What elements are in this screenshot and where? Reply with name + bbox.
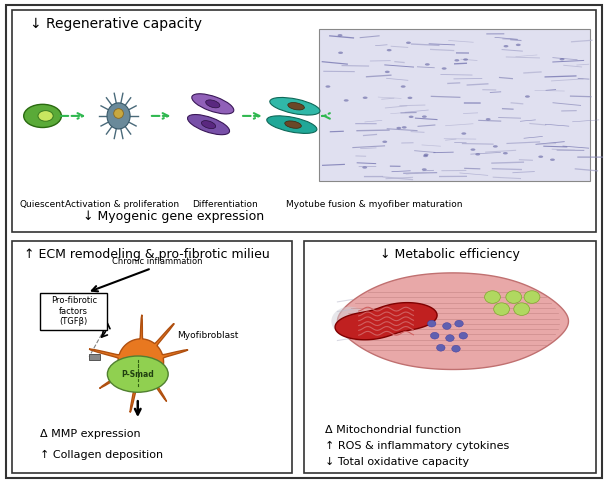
Text: Activation & proliferation: Activation & proliferation: [64, 200, 179, 210]
Circle shape: [437, 344, 445, 351]
Ellipse shape: [559, 58, 564, 60]
Ellipse shape: [475, 153, 480, 156]
Ellipse shape: [538, 156, 543, 158]
Circle shape: [443, 323, 451, 329]
Ellipse shape: [461, 132, 466, 135]
Circle shape: [485, 291, 500, 303]
Circle shape: [427, 320, 436, 327]
Ellipse shape: [285, 121, 302, 128]
Ellipse shape: [24, 104, 61, 128]
Circle shape: [455, 320, 463, 327]
Bar: [304, 242, 596, 473]
Text: ↓ Myogenic gene expression: ↓ Myogenic gene expression: [83, 210, 264, 223]
Circle shape: [459, 332, 468, 339]
Polygon shape: [89, 315, 188, 412]
Bar: [12, 10, 596, 232]
Ellipse shape: [338, 52, 343, 54]
Text: Differentiation: Differentiation: [192, 200, 258, 210]
Ellipse shape: [425, 63, 430, 66]
Bar: [12, 242, 292, 473]
Text: Quiescent: Quiescent: [19, 200, 66, 210]
Text: Δ MMP expression: Δ MMP expression: [40, 429, 141, 440]
Ellipse shape: [402, 126, 407, 128]
Ellipse shape: [486, 118, 491, 120]
Text: ↑ ROS & inflammatory cytokines: ↑ ROS & inflammatory cytokines: [325, 441, 510, 451]
Ellipse shape: [401, 85, 406, 88]
Circle shape: [452, 345, 460, 352]
Ellipse shape: [503, 45, 508, 47]
Text: ↑ ECM remodeling & pro-fibrotic milieu: ↑ ECM remodeling & pro-fibrotic milieu: [24, 248, 270, 261]
Ellipse shape: [206, 100, 220, 108]
Ellipse shape: [525, 95, 530, 98]
Ellipse shape: [114, 109, 123, 118]
Ellipse shape: [396, 127, 401, 129]
Ellipse shape: [471, 148, 475, 151]
Text: ↓ Regenerative capacity: ↓ Regenerative capacity: [30, 17, 202, 31]
Ellipse shape: [406, 42, 411, 44]
Ellipse shape: [201, 121, 216, 128]
Ellipse shape: [454, 59, 459, 61]
Ellipse shape: [463, 58, 468, 61]
Text: Chronic inflammation: Chronic inflammation: [112, 257, 203, 266]
Ellipse shape: [270, 98, 320, 115]
Ellipse shape: [387, 49, 392, 51]
Ellipse shape: [107, 103, 130, 129]
Text: P-Smad: P-Smad: [122, 369, 154, 379]
Text: ↓ Total oxidative capacity: ↓ Total oxidative capacity: [325, 457, 469, 467]
Ellipse shape: [550, 158, 555, 161]
Circle shape: [430, 332, 439, 339]
Ellipse shape: [344, 99, 348, 101]
Polygon shape: [337, 273, 568, 369]
Ellipse shape: [382, 141, 387, 143]
Ellipse shape: [441, 67, 446, 70]
Circle shape: [446, 335, 454, 341]
Ellipse shape: [363, 97, 368, 99]
Circle shape: [494, 303, 510, 315]
Ellipse shape: [267, 116, 317, 133]
Ellipse shape: [503, 152, 508, 155]
Ellipse shape: [385, 71, 390, 73]
Ellipse shape: [192, 94, 234, 114]
Ellipse shape: [362, 166, 367, 169]
Circle shape: [506, 291, 522, 303]
Circle shape: [524, 291, 540, 303]
Ellipse shape: [424, 154, 429, 156]
Ellipse shape: [409, 115, 413, 118]
Ellipse shape: [493, 145, 498, 148]
Text: Myotube fusion & myofiber maturation: Myotube fusion & myofiber maturation: [286, 200, 462, 210]
Text: ↑ Collagen deposition: ↑ Collagen deposition: [40, 450, 164, 460]
Ellipse shape: [325, 85, 330, 88]
Bar: [89, 354, 100, 360]
Text: Pro-fibrotic
factors
(TGFβ): Pro-fibrotic factors (TGFβ): [50, 296, 97, 326]
Ellipse shape: [422, 115, 427, 118]
Ellipse shape: [337, 34, 342, 37]
Ellipse shape: [407, 97, 412, 99]
Bar: [40, 293, 107, 329]
Ellipse shape: [288, 102, 305, 110]
Ellipse shape: [187, 114, 230, 135]
Ellipse shape: [331, 307, 368, 336]
Text: ↓ Metabolic efficiency: ↓ Metabolic efficiency: [380, 248, 520, 261]
Text: Δ Mitochondrial function: Δ Mitochondrial function: [325, 425, 461, 435]
Circle shape: [514, 303, 530, 315]
Text: Myofibroblast: Myofibroblast: [178, 331, 239, 340]
Ellipse shape: [422, 168, 427, 170]
Ellipse shape: [516, 43, 520, 46]
Ellipse shape: [108, 356, 168, 392]
Ellipse shape: [38, 111, 54, 121]
Ellipse shape: [423, 155, 428, 157]
Bar: [319, 29, 590, 181]
Polygon shape: [335, 303, 437, 340]
